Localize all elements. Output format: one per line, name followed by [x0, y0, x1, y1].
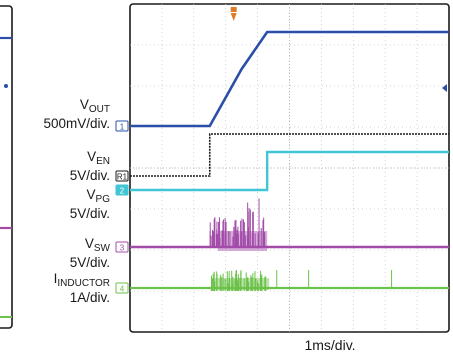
vpg-sub: PG: [95, 194, 110, 205]
scope-screen: 1 R1 2 3 4: [115, 3, 450, 333]
channel-marker-2: [115, 184, 129, 196]
label-vsw: VSW 5V/div.: [6, 237, 110, 270]
vsw-sub: SW: [93, 243, 110, 254]
vsw-name: V: [84, 236, 94, 251]
vpg-scale: 5V/div.: [69, 206, 110, 221]
vout-sub: OUT: [88, 104, 110, 115]
channel-marker-R1: [115, 170, 129, 182]
iinductor-name: I: [53, 271, 58, 286]
vout-scale: 500mV/div.: [43, 116, 110, 131]
vpg-trace: [130, 150, 449, 192]
trigger-arrow-icon: [230, 13, 237, 21]
channel-marker-text: 3: [120, 244, 125, 253]
vpg-name: V: [86, 187, 96, 202]
iinductor-ripple-band: [211, 278, 270, 290]
vout-trace: [130, 30, 449, 128]
ven-trace: [130, 133, 449, 177]
vsw-switching-burst: [217, 231, 268, 251]
ven-scale: 5V/div.: [69, 168, 110, 183]
label-iinductor: IINDUCTOR 1A/div.: [0, 272, 110, 305]
channel-marker-1: [115, 120, 129, 132]
right-marker-icon: [442, 84, 447, 92]
channel-marker-4: [115, 282, 129, 294]
ven-name: V: [87, 149, 97, 164]
channel-marker-text: 2: [120, 187, 125, 196]
channel-marker-text: R1: [117, 173, 128, 182]
label-vpg: VPG 5V/div.: [6, 188, 110, 221]
ven-sub: EN: [96, 156, 110, 167]
trigger-marker-icon: [230, 7, 237, 12]
channel-marker-3: [115, 241, 129, 253]
iinductor-scale: 1A/div.: [69, 290, 110, 305]
timebase-label: 1ms/div.: [304, 337, 356, 353]
channel-marker-text: 1: [120, 123, 125, 132]
left-scope-panel-edge: [0, 5, 13, 329]
channel-marker-text: 4: [120, 285, 125, 294]
label-vout: VOUT 500mV/div.: [6, 98, 110, 131]
vsw-scale: 5V/div.: [69, 255, 110, 270]
label-ven: VEN 5V/div.: [6, 150, 110, 183]
iinductor-sub: INDUCTOR: [57, 278, 110, 289]
vout-name: V: [79, 97, 89, 112]
